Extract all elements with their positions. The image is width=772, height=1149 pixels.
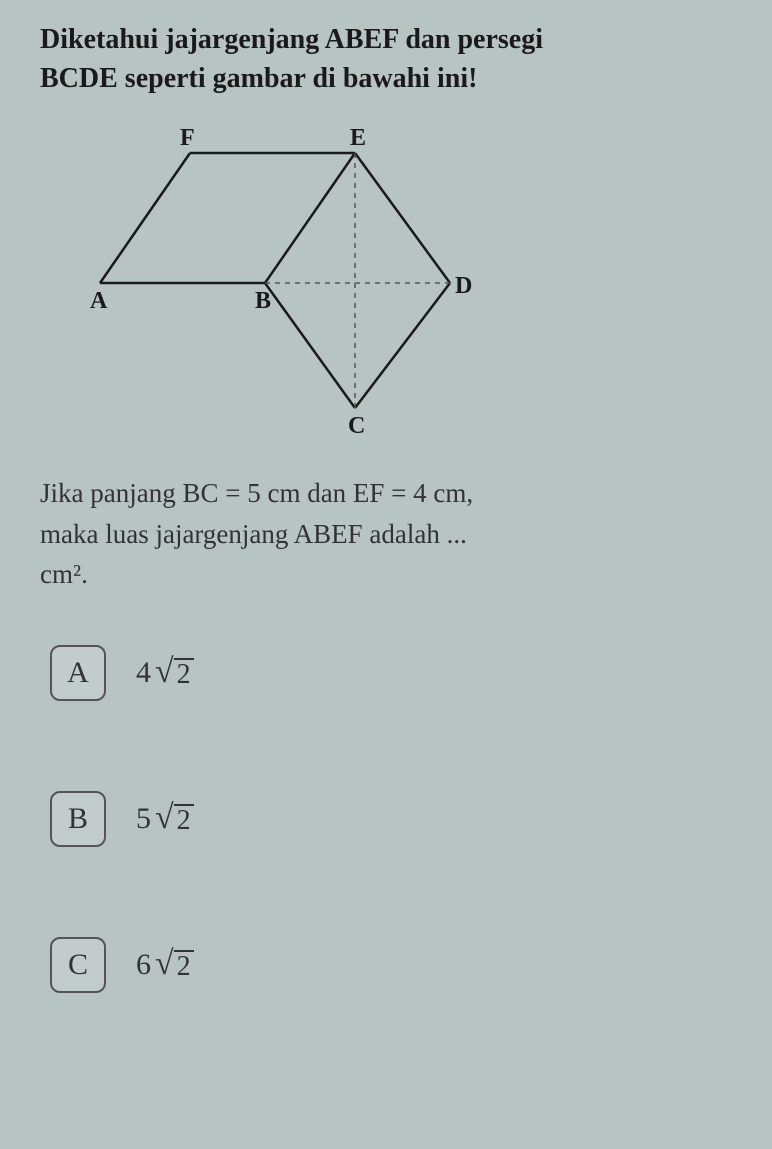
svg-text:B: B xyxy=(255,288,271,314)
svg-text:D: D xyxy=(455,273,472,299)
svg-text:C: C xyxy=(348,413,365,439)
question-body: Jika panjang BC = 5 cm dan EF = 4 cm, ma… xyxy=(40,473,732,595)
option-label: A xyxy=(67,656,89,690)
option-coef: 4 xyxy=(136,656,151,690)
body-line-1: Jika panjang BC = 5 cm dan EF = 4 cm, xyxy=(40,473,732,514)
option-a[interactable]: A 4 √ 2 xyxy=(50,645,732,701)
svg-text:F: F xyxy=(180,125,195,151)
option-coef: 6 xyxy=(136,948,151,982)
body-line-2: maka luas jajargenjang ABEF adalah ... xyxy=(40,514,732,555)
option-label: B xyxy=(68,802,88,836)
option-value: 5 √ 2 xyxy=(136,801,194,837)
question-header: Diketahui jajargenjang ABEF dan persegi … xyxy=(40,20,732,98)
option-label-box: B xyxy=(50,791,106,847)
option-value: 6 √ 2 xyxy=(136,947,194,983)
radical-sign: √ xyxy=(155,947,174,981)
sqrt-icon: √ 2 xyxy=(155,947,194,983)
option-value: 4 √ 2 xyxy=(136,655,194,691)
sqrt-icon: √ 2 xyxy=(155,655,194,691)
svg-text:A: A xyxy=(90,288,108,314)
header-line-1: Diketahui jajargenjang ABEF dan persegi xyxy=(40,20,732,59)
radicand: 2 xyxy=(174,658,194,691)
radicand: 2 xyxy=(174,950,194,983)
radicand: 2 xyxy=(174,804,194,837)
header-line-2: BCDE seperti gambar di bawahi ini! xyxy=(40,59,732,98)
diagram-svg: A B C D E F xyxy=(70,113,490,443)
body-line-3: cm². xyxy=(40,554,732,595)
option-label-box: A xyxy=(50,645,106,701)
option-coef: 5 xyxy=(136,802,151,836)
sqrt-icon: √ 2 xyxy=(155,801,194,837)
geometry-diagram: A B C D E F xyxy=(70,113,732,448)
option-c[interactable]: C 6 √ 2 xyxy=(50,937,732,993)
radical-sign: √ xyxy=(155,801,174,835)
option-label: C xyxy=(68,948,88,982)
radical-sign: √ xyxy=(155,655,174,689)
answer-options: A 4 √ 2 B 5 √ 2 C 6 √ 2 xyxy=(40,645,732,993)
option-b[interactable]: B 5 √ 2 xyxy=(50,791,732,847)
option-label-box: C xyxy=(50,937,106,993)
svg-text:E: E xyxy=(350,125,366,151)
